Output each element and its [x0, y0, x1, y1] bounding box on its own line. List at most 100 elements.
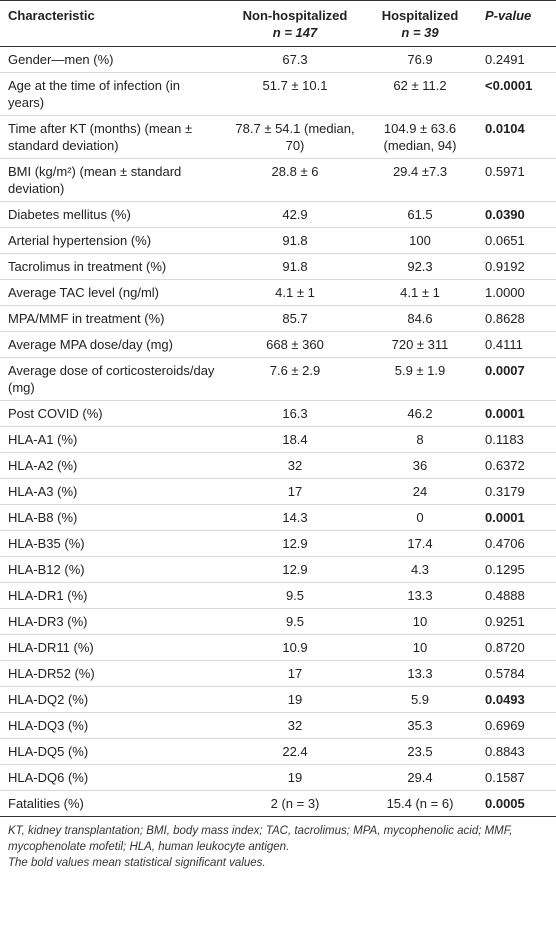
table-cell: 0.9192: [475, 253, 556, 280]
table-cell: <0.0001: [475, 72, 556, 116]
table-cell: 0.2491: [475, 46, 556, 73]
table-cell: Age at the time of infection (in years): [0, 72, 225, 116]
table-cell: 0.6372: [475, 452, 556, 479]
table-cell: 0.9251: [475, 608, 556, 635]
table-cell: 19: [225, 764, 365, 791]
table-cell: HLA-DQ3 (%): [0, 712, 225, 739]
table-cell: HLA-DQ6 (%): [0, 764, 225, 791]
table-cell: 23.5: [365, 738, 475, 765]
table-cell: 13.3: [365, 582, 475, 609]
table-cell: 4.1 ± 1: [365, 279, 475, 306]
table-cell: 100: [365, 227, 475, 254]
header-cell: Characteristic: [0, 0, 225, 47]
table-cell: 92.3: [365, 253, 475, 280]
table-cell: 61.5: [365, 201, 475, 228]
table-cell: Post COVID (%): [0, 400, 225, 427]
table-cell: 29.4: [365, 764, 475, 791]
table-body: Gender—men (%) 67.3 76.9 0.2491 Age at the t…: [0, 46, 556, 817]
table-cell: 0.1183: [475, 426, 556, 453]
table-cell: 9.5: [225, 582, 365, 609]
header-cell: P-value: [475, 0, 556, 47]
table-cell: 42.9: [225, 201, 365, 228]
table-cell: 720 ± 311: [365, 331, 475, 358]
table-cell: 0.0005: [475, 790, 556, 817]
table-cell: 28.8 ± 6: [225, 158, 365, 202]
table-cell: 668 ± 360: [225, 331, 365, 358]
table-cell: Fatalities (%): [0, 790, 225, 817]
table-cell: 0.0493: [475, 686, 556, 713]
table-row: HLA-DR3 (%) 9.5 10 0.9251: [0, 608, 556, 635]
table-cell: 0.5784: [475, 660, 556, 687]
table-cell: 104.9 ± 63.6 (median, 94): [365, 115, 475, 159]
table-row: HLA-DQ3 (%) 32 35.3 0.6969: [0, 712, 556, 739]
table-cell: 32: [225, 452, 365, 479]
table-row: Tacrolimus in treatment (%) 91.8 92.3 0.919…: [0, 253, 556, 280]
table-cell: Diabetes mellitus (%): [0, 201, 225, 228]
table-cell: Tacrolimus in treatment (%): [0, 253, 225, 280]
data-table: Characteristic Non-hospitalized n = 147 H…: [0, 0, 556, 817]
table-cell: 91.8: [225, 253, 365, 280]
table-cell: 0.8628: [475, 305, 556, 332]
table-cell: 46.2: [365, 400, 475, 427]
table-cell: HLA-DR11 (%): [0, 634, 225, 661]
table-cell: Average TAC level (ng/ml): [0, 279, 225, 306]
table-row: HLA-B8 (%) 14.3 0 0.0001: [0, 504, 556, 531]
table-row: HLA-A1 (%) 18.4 8 0.1183: [0, 426, 556, 453]
table-cell: 10: [365, 608, 475, 635]
table-cell: 4.1 ± 1: [225, 279, 365, 306]
table-cell: HLA-A1 (%): [0, 426, 225, 453]
table-cell: 0.6969: [475, 712, 556, 739]
table-row: HLA-DR1 (%) 9.5 13.3 0.4888: [0, 582, 556, 609]
table-cell: 8: [365, 426, 475, 453]
table-cell: 10.9: [225, 634, 365, 661]
table-cell: HLA-DQ5 (%): [0, 738, 225, 765]
table-cell: 0.4706: [475, 530, 556, 557]
table-cell: 51.7 ± 10.1: [225, 72, 365, 116]
table-cell: 0.8720: [475, 634, 556, 661]
table-cell: 0.3179: [475, 478, 556, 505]
table-cell: 19: [225, 686, 365, 713]
table-cell: 10: [365, 634, 475, 661]
table-cell: 5.9: [365, 686, 475, 713]
table-cell: 78.7 ± 54.1 (median, 70): [225, 115, 365, 159]
table-row: HLA-DR11 (%) 10.9 10 0.8720: [0, 634, 556, 661]
header-n: n = 39: [401, 25, 439, 40]
table-row: HLA-B35 (%) 12.9 17.4 0.4706: [0, 530, 556, 557]
table-cell: 0.8843: [475, 738, 556, 765]
table-row: HLA-A3 (%) 17 24 0.3179: [0, 478, 556, 505]
table-row: Fatalities (%) 2 (n = 3) 15.4 (n = 6) 0.000…: [0, 790, 556, 817]
table-cell: 15.4 (n = 6): [365, 790, 475, 817]
table-cell: HLA-B12 (%): [0, 556, 225, 583]
table-cell: MPA/MMF in treatment (%): [0, 305, 225, 332]
table-cell: HLA-B35 (%): [0, 530, 225, 557]
table-cell: 36: [365, 452, 475, 479]
table-cell: 17: [225, 478, 365, 505]
table-row: Gender—men (%) 67.3 76.9 0.2491: [0, 46, 556, 73]
table-cell: 22.4: [225, 738, 365, 765]
header-cell: Non-hospitalized n = 147: [225, 0, 365, 47]
table-row: Average MPA dose/day (mg) 668 ± 360 720 ± …: [0, 331, 556, 358]
table-cell: 9.5: [225, 608, 365, 635]
table-cell: 5.9 ± 1.9: [365, 357, 475, 401]
table-cell: BMI (kg/m²) (mean ± standard deviation): [0, 158, 225, 202]
table-cell: 16.3: [225, 400, 365, 427]
footnote: KT, kidney transplantation; BMI, body ma…: [8, 825, 513, 853]
table-row: Post COVID (%) 16.3 46.2 0.0001: [0, 400, 556, 427]
table-cell: 0.1587: [475, 764, 556, 791]
table-cell: 0.0651: [475, 227, 556, 254]
table-cell: 14.3: [225, 504, 365, 531]
table-cell: 32: [225, 712, 365, 739]
table-cell: HLA-DR3 (%): [0, 608, 225, 635]
table-row: Time after KT (months) (mean ± standard …: [0, 115, 556, 159]
table-row: HLA-DR52 (%) 17 13.3 0.5784: [0, 660, 556, 687]
table-cell: Average dose of corticosteroids/day (mg): [0, 357, 225, 401]
table-cell: 29.4 ±7.3: [365, 158, 475, 202]
table-cell: 35.3: [365, 712, 475, 739]
table-cell: 76.9: [365, 46, 475, 73]
table-cell: 67.3: [225, 46, 365, 73]
table-cell: HLA-B8 (%): [0, 504, 225, 531]
table-cell: 0.0007: [475, 357, 556, 401]
header-label: Hospitalized: [381, 8, 459, 23]
